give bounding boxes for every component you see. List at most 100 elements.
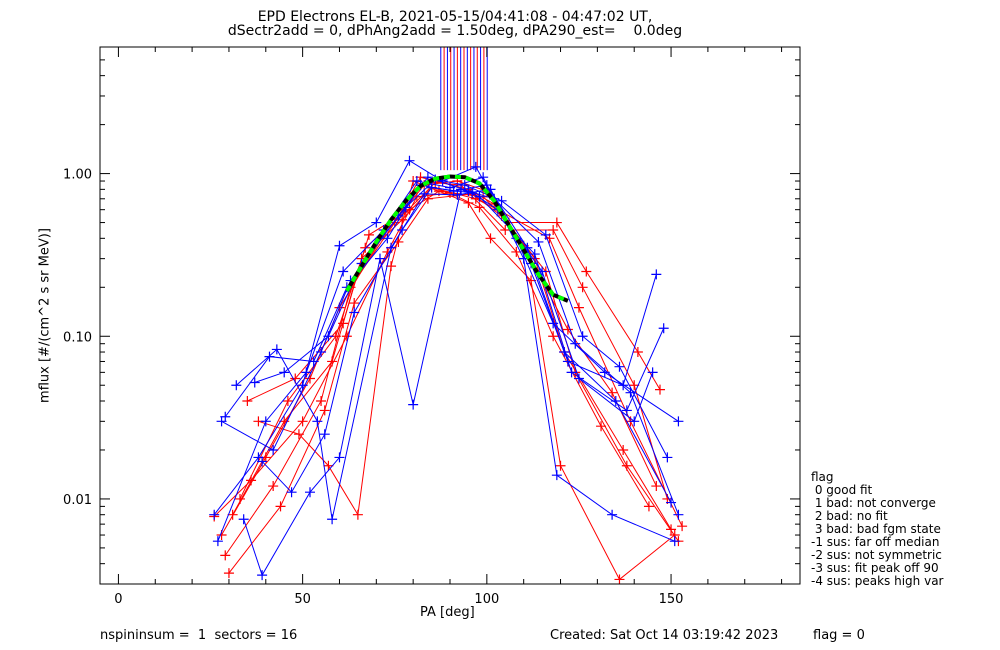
data-point — [540, 229, 551, 240]
data-point — [621, 405, 632, 416]
data-point — [338, 318, 349, 329]
data-point — [459, 180, 470, 191]
fit-curve-green — [345, 174, 569, 303]
data-point — [386, 242, 397, 253]
series-line — [254, 178, 668, 458]
chart-title: EPD Electrons EL-B, 2021-05-15/04:41:08 … — [257, 9, 653, 25]
data-point — [474, 202, 485, 213]
data-point — [562, 324, 573, 335]
data-point — [618, 380, 629, 391]
data-point — [242, 395, 253, 406]
data-point — [382, 233, 393, 244]
y-tick-label: 1.00 — [63, 168, 92, 183]
data-point — [386, 261, 397, 272]
data-point — [614, 574, 625, 584]
data-point — [577, 331, 588, 342]
data-point — [573, 373, 584, 384]
data-point — [629, 380, 640, 391]
data-point — [257, 456, 268, 467]
data-point — [478, 172, 489, 183]
data-point — [555, 460, 566, 471]
data-point — [573, 302, 584, 313]
data-point — [271, 344, 282, 355]
data-point — [658, 323, 669, 334]
data-point — [474, 191, 485, 202]
data-point — [260, 416, 271, 427]
data-point — [316, 347, 327, 358]
data-point — [625, 387, 636, 398]
data-point — [577, 282, 588, 293]
data-point — [349, 307, 360, 318]
data-point — [408, 399, 419, 410]
data-point — [312, 416, 323, 427]
data-point — [632, 347, 643, 358]
x-tick-label: 150 — [659, 592, 684, 607]
data-point — [223, 568, 234, 579]
data-point — [566, 367, 577, 378]
data-point — [651, 269, 662, 280]
data-point — [220, 550, 231, 561]
legend-item: 3 bad: bad fgm state — [811, 522, 941, 536]
data-point — [548, 331, 559, 342]
data-point — [470, 161, 481, 172]
data-point — [249, 377, 260, 388]
data-point — [227, 509, 238, 520]
data-point — [308, 356, 319, 367]
series-line — [232, 187, 683, 527]
legend-item: -4 sus: peaks high var — [811, 574, 944, 588]
data-point — [293, 429, 304, 440]
legend-item: 1 bad: not converge — [811, 496, 936, 510]
series-line — [224, 184, 672, 503]
data-point — [666, 497, 677, 508]
data-point — [496, 195, 507, 206]
data-point — [319, 405, 330, 416]
chart-subtitle: dSectr2add = 0, dPhAng2add = 1.50deg, dP… — [227, 23, 683, 39]
legend-item: -3 sus: fit peak off 90 — [811, 561, 939, 575]
data-point — [279, 367, 290, 378]
data-point — [529, 249, 540, 260]
data-point — [257, 570, 268, 581]
data-point — [643, 501, 654, 512]
data-point — [607, 509, 618, 520]
data-point — [334, 240, 345, 251]
data-point — [655, 384, 665, 395]
data-point — [231, 380, 242, 391]
legend-item: 2 bad: no fit — [811, 509, 888, 523]
data-point — [662, 452, 673, 463]
x-tick-label: 0 — [114, 592, 122, 607]
data-point — [209, 509, 220, 520]
data-point — [282, 395, 293, 406]
data-point — [327, 514, 338, 525]
data-point — [463, 197, 474, 208]
data-point — [246, 475, 257, 486]
plot-frame — [99, 46, 801, 585]
data-point — [485, 233, 496, 244]
data-point — [614, 361, 625, 372]
series-line — [261, 187, 654, 494]
data-point — [397, 225, 408, 236]
data-point — [629, 416, 640, 427]
data-point — [363, 229, 374, 240]
series-line — [239, 182, 668, 500]
series-line — [213, 192, 650, 517]
data-point — [268, 481, 279, 492]
data-point — [371, 217, 382, 228]
data-point — [316, 395, 327, 406]
data-point — [297, 416, 308, 427]
data-point — [570, 338, 581, 349]
data-point — [618, 444, 629, 455]
data-point — [607, 387, 618, 398]
data-point — [485, 184, 496, 195]
data-point — [511, 246, 522, 257]
data-point — [323, 460, 334, 471]
data-point — [334, 452, 345, 463]
data-point — [533, 236, 544, 247]
data-point — [551, 470, 562, 481]
data-point — [338, 266, 349, 277]
footer-flag: flag = 0 — [813, 628, 865, 643]
data-point — [666, 524, 677, 535]
data-point — [352, 509, 363, 520]
plot-area — [209, 47, 688, 584]
x-tick-label: 50 — [294, 592, 311, 607]
